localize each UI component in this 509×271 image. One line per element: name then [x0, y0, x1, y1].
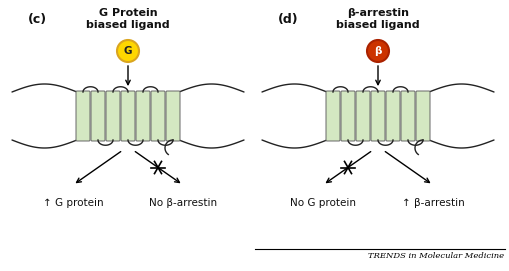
FancyBboxPatch shape: [385, 91, 399, 141]
FancyBboxPatch shape: [136, 91, 150, 141]
Text: No G protein: No G protein: [290, 198, 355, 208]
FancyBboxPatch shape: [325, 91, 340, 141]
Text: ↑ G protein: ↑ G protein: [43, 198, 103, 208]
FancyBboxPatch shape: [151, 91, 165, 141]
Text: (d): (d): [277, 13, 298, 26]
FancyBboxPatch shape: [355, 91, 369, 141]
FancyBboxPatch shape: [91, 91, 105, 141]
Text: TRENDS in Molecular Medicine: TRENDS in Molecular Medicine: [367, 252, 503, 260]
Text: ↑ β-arrestin: ↑ β-arrestin: [401, 198, 464, 208]
FancyBboxPatch shape: [341, 91, 354, 141]
Text: biased ligand: biased ligand: [335, 20, 419, 30]
Text: G Protein: G Protein: [99, 8, 157, 18]
Text: biased ligand: biased ligand: [86, 20, 169, 30]
FancyBboxPatch shape: [370, 91, 384, 141]
Text: β-arrestin: β-arrestin: [346, 8, 408, 18]
FancyBboxPatch shape: [121, 91, 135, 141]
FancyBboxPatch shape: [106, 91, 120, 141]
Text: No β-arrestin: No β-arrestin: [149, 198, 217, 208]
FancyBboxPatch shape: [415, 91, 429, 141]
FancyBboxPatch shape: [165, 91, 180, 141]
Text: β: β: [374, 46, 381, 56]
Text: G: G: [124, 46, 132, 56]
Circle shape: [366, 40, 388, 62]
Circle shape: [117, 40, 139, 62]
Text: (c): (c): [28, 13, 47, 26]
FancyBboxPatch shape: [400, 91, 414, 141]
FancyBboxPatch shape: [76, 91, 90, 141]
